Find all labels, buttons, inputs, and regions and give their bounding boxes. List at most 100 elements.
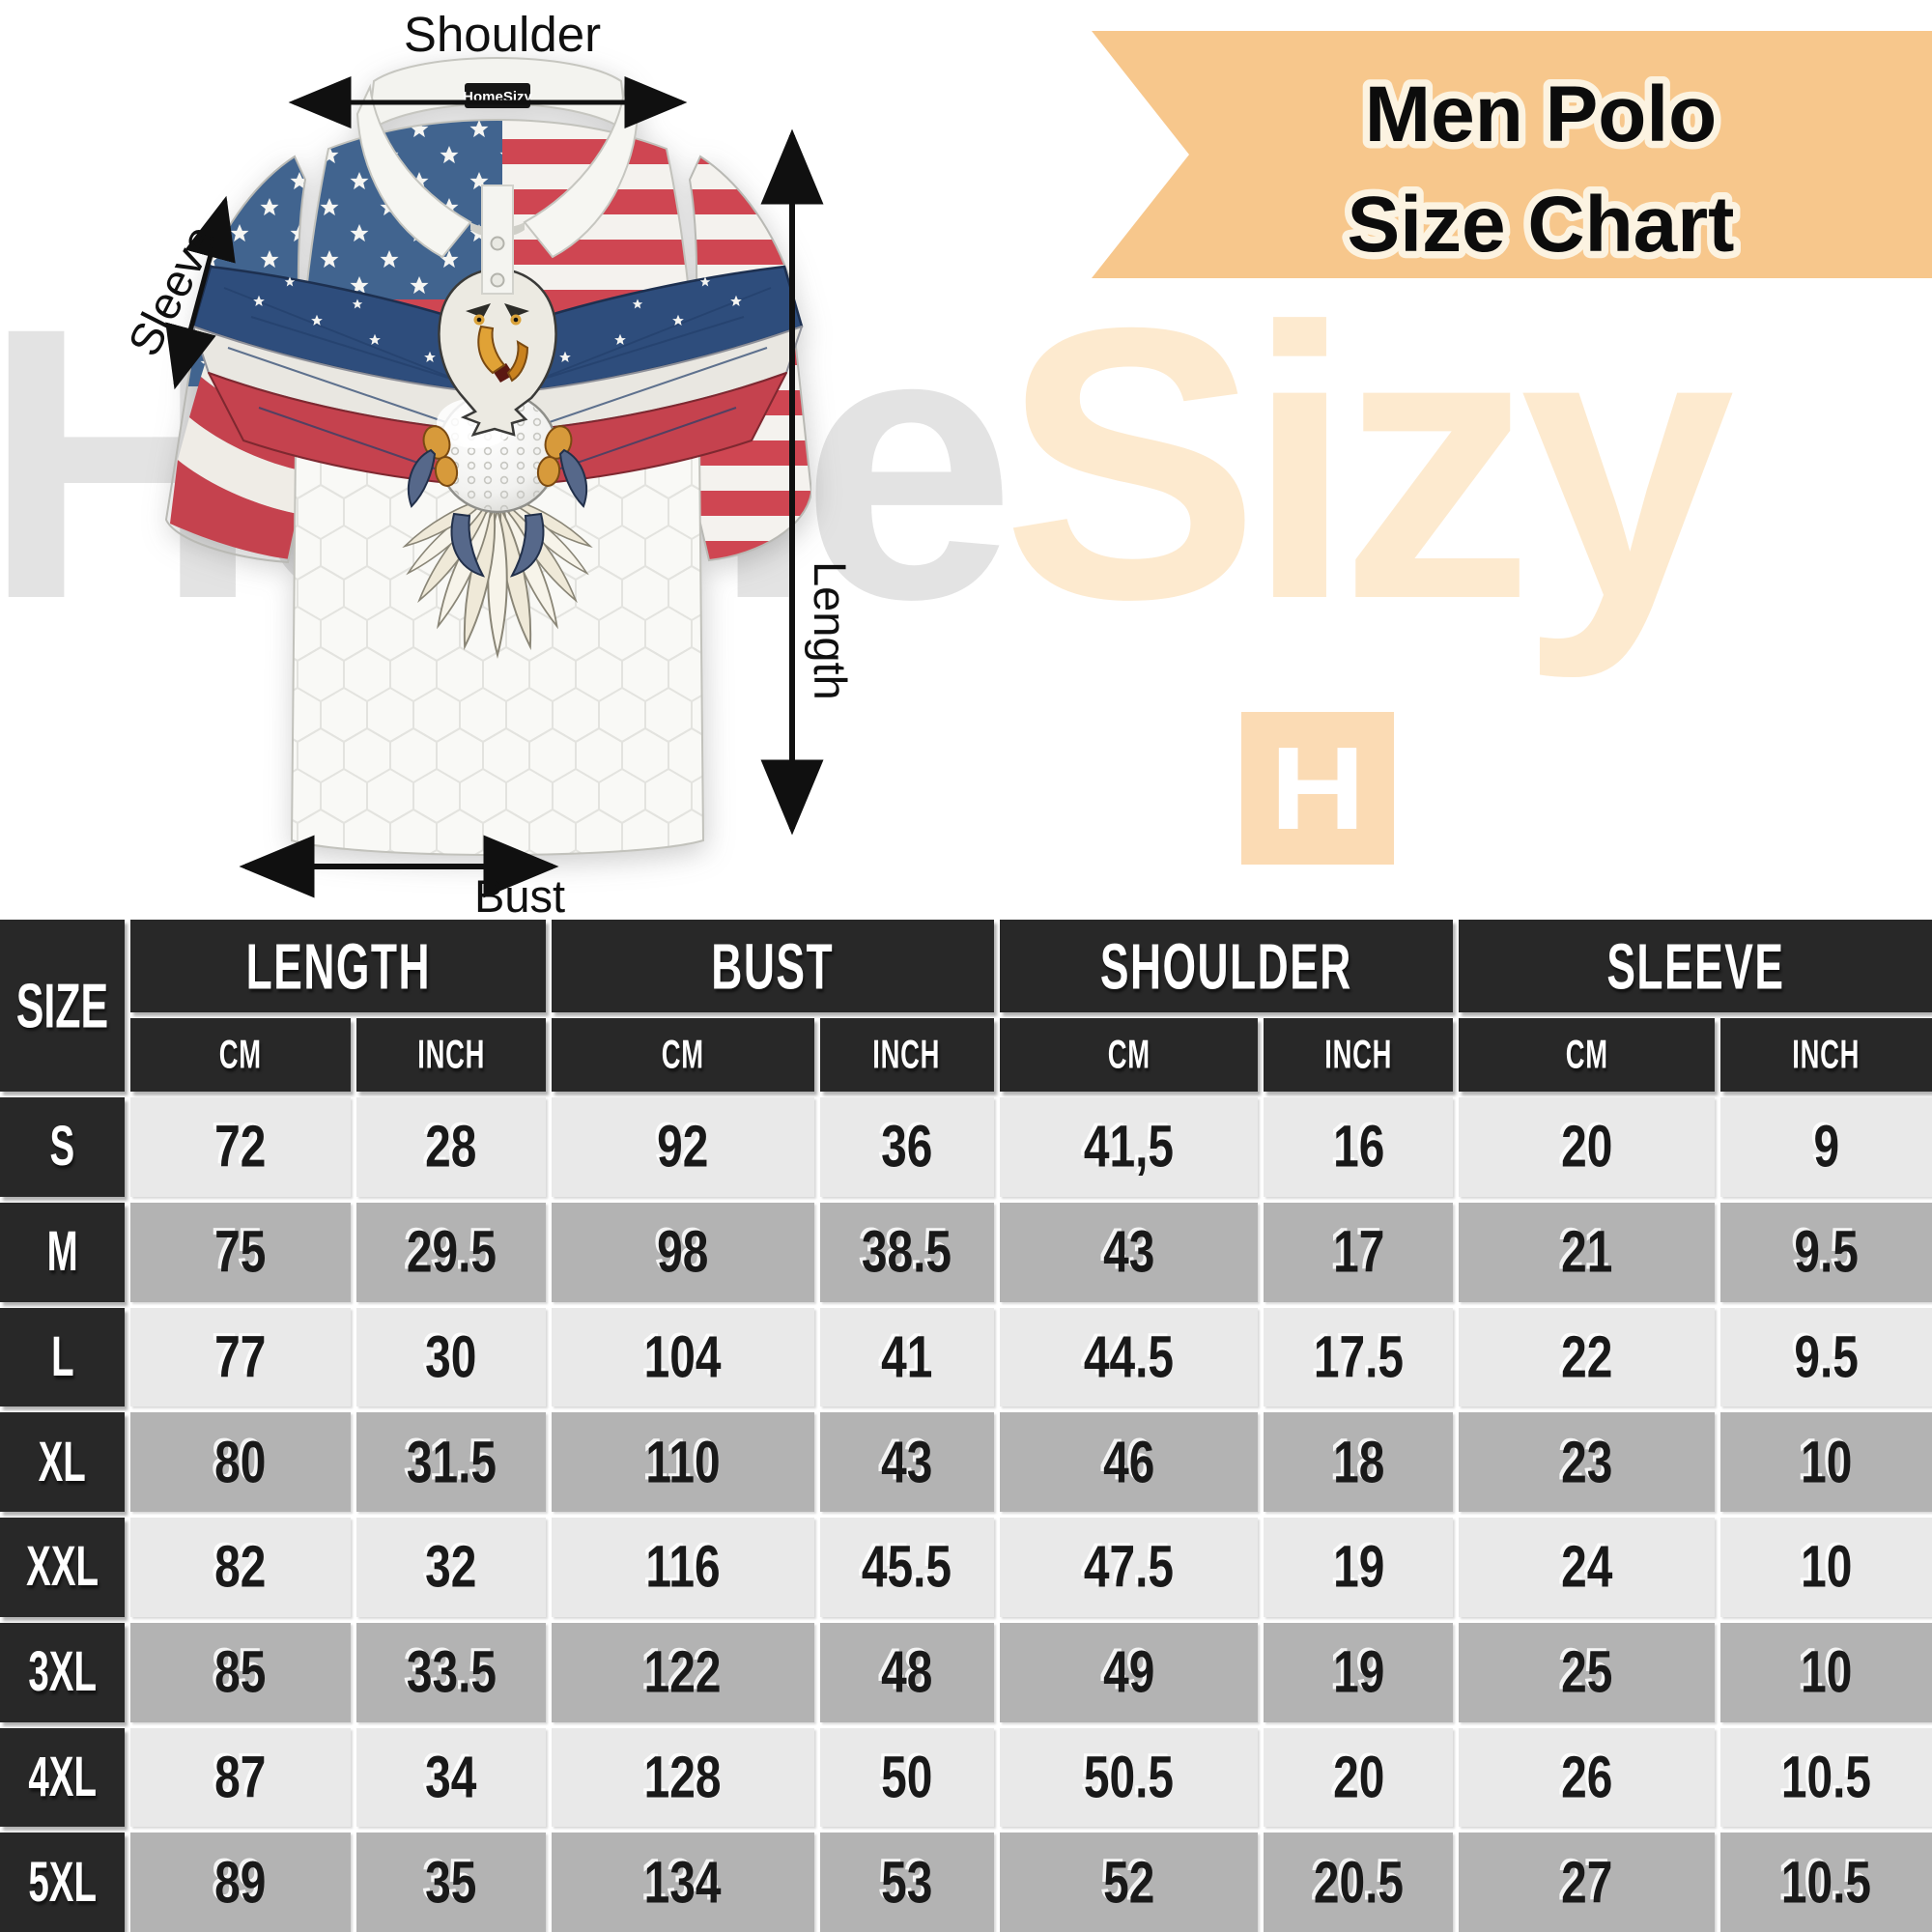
table-cell: 30 — [356, 1307, 547, 1407]
table-cell-text: 10.5 — [1780, 1744, 1871, 1811]
unit-header: CM — [129, 1018, 352, 1092]
table-cell: 27 — [1459, 1833, 1715, 1932]
title-banner — [1092, 31, 1932, 278]
unit-header-text: CM — [1565, 1032, 1608, 1077]
row-size-label-text: L — [50, 1325, 74, 1389]
table-cell-text: 9 — [1813, 1113, 1839, 1180]
table-cell-text: 17.5 — [1313, 1323, 1404, 1391]
table-cell: 17.5 — [1264, 1307, 1454, 1407]
table-cell-text: 10 — [1800, 1638, 1853, 1706]
table-cell-text: 10 — [1800, 1429, 1853, 1496]
unit-header: INCH — [1264, 1018, 1454, 1092]
table-cell-text: 41,5 — [1083, 1113, 1175, 1180]
table-cell: 77 — [129, 1307, 352, 1407]
table-cell-text: 44.5 — [1083, 1323, 1175, 1391]
table-cell: 22 — [1459, 1307, 1715, 1407]
table-cell: 19 — [1264, 1622, 1454, 1722]
table-cell: 10 — [1719, 1412, 1932, 1512]
table-cell: 43 — [819, 1412, 994, 1512]
table-cell-text: 48 — [881, 1638, 933, 1706]
table-cell-text: 19 — [1332, 1533, 1384, 1601]
table-cell-text: 77 — [214, 1323, 267, 1391]
table-cell: 9.5 — [1719, 1202, 1932, 1302]
eagle-head — [438, 267, 557, 437]
table-cell: 128 — [552, 1727, 814, 1828]
table-cell-text: 49 — [1102, 1638, 1155, 1706]
table-cell-text: 72 — [214, 1113, 267, 1180]
unit-header-text: CM — [219, 1032, 263, 1077]
row-size-label: XXL — [0, 1518, 125, 1617]
page-title-line1: Men Polo — [1365, 71, 1717, 158]
table-cell: 104 — [552, 1307, 814, 1407]
column-group-header-length: LENGTH — [129, 920, 547, 1012]
unit-header-text: INCH — [417, 1032, 486, 1077]
table-cell: 20 — [1459, 1097, 1715, 1197]
table-cell-text: 82 — [214, 1533, 267, 1601]
size-column-header: SIZE — [0, 920, 125, 1092]
table-cell: 98 — [552, 1202, 814, 1302]
column-group-header-shoulder: SHOULDER — [999, 920, 1454, 1012]
table-cell-text: 16 — [1332, 1113, 1384, 1180]
row-size-label: M — [0, 1202, 125, 1302]
table-cell: 41 — [819, 1307, 994, 1407]
table-cell-text: 10 — [1800, 1533, 1853, 1601]
table-cell-text: 52 — [1102, 1849, 1155, 1917]
table-cell-text: 50.5 — [1083, 1744, 1175, 1811]
table-cell-text: 30 — [425, 1323, 477, 1391]
row-size-label: S — [0, 1097, 125, 1197]
eagle-wings — [191, 265, 802, 485]
table-cell: 72 — [129, 1097, 352, 1197]
table-cell-text: 17 — [1332, 1218, 1384, 1286]
table-cell: 38.5 — [819, 1202, 994, 1302]
table-cell: 25 — [1459, 1622, 1715, 1722]
size-column-header-text: SIZE — [15, 970, 109, 1041]
table-cell-text: 22 — [1560, 1323, 1613, 1391]
table-cell: 10.5 — [1719, 1833, 1932, 1932]
table-cell-text: 47.5 — [1083, 1533, 1175, 1601]
table-cell: 33.5 — [356, 1622, 547, 1722]
column-group-header-shoulder-text: SHOULDER — [1099, 929, 1352, 1003]
table-cell-text: 9.5 — [1794, 1218, 1859, 1286]
table-cell-text: 24 — [1560, 1533, 1613, 1601]
table-cell-text: 85 — [214, 1638, 267, 1706]
table-cell-text: 104 — [644, 1323, 722, 1391]
table-cell-text: 31.5 — [406, 1429, 497, 1496]
row-size-label: 5XL — [0, 1833, 125, 1932]
table-cell-text: 9.5 — [1794, 1323, 1859, 1391]
table-cell: 49 — [999, 1622, 1259, 1722]
table-cell: 35 — [356, 1833, 547, 1932]
unit-header-text: CM — [1107, 1032, 1151, 1077]
column-group-header-bust: BUST — [552, 920, 994, 1012]
column-group-header-sleeve: SLEEVE — [1459, 920, 1932, 1012]
table-cell: 19 — [1264, 1518, 1454, 1617]
table-cell: 52 — [999, 1833, 1259, 1932]
table-cell-text: 116 — [645, 1533, 721, 1601]
table-cell-text: 87 — [214, 1744, 267, 1811]
table-cell: 50.5 — [999, 1727, 1259, 1828]
polo-shirt-illustration: HomeSizy — [164, 57, 811, 856]
unit-header: INCH — [819, 1018, 994, 1092]
table-cell: 87 — [129, 1727, 352, 1828]
table-cell-text: 50 — [881, 1744, 933, 1811]
table-cell: 16 — [1264, 1097, 1454, 1197]
table-cell: 47.5 — [999, 1518, 1259, 1617]
table-cell: 20.5 — [1264, 1833, 1454, 1932]
row-size-label: 4XL — [0, 1727, 125, 1828]
row-size-label: 3XL — [0, 1622, 125, 1722]
table-cell: 36 — [819, 1097, 994, 1197]
table-cell: 85 — [129, 1622, 352, 1722]
table-cell-text: 75 — [214, 1218, 267, 1286]
table-cell: 10 — [1719, 1518, 1932, 1617]
eagle-talons — [407, 421, 588, 578]
row-size-label-text: XL — [38, 1431, 87, 1494]
row-size-label-text: M — [46, 1220, 78, 1284]
table-cell: 44.5 — [999, 1307, 1259, 1407]
table-cell: 24 — [1459, 1518, 1715, 1617]
row-size-label-text: 4XL — [28, 1746, 97, 1809]
table-cell: 9.5 — [1719, 1307, 1932, 1407]
collar-tag-text: HomeSizy — [463, 89, 532, 105]
size-table: SIZE LENGTH BUST SHOULDER SLEEVE CM INCH CM INCH… — [0, 920, 1932, 1932]
table-cell: 21 — [1459, 1202, 1715, 1302]
unit-header: INCH — [1719, 1018, 1932, 1092]
